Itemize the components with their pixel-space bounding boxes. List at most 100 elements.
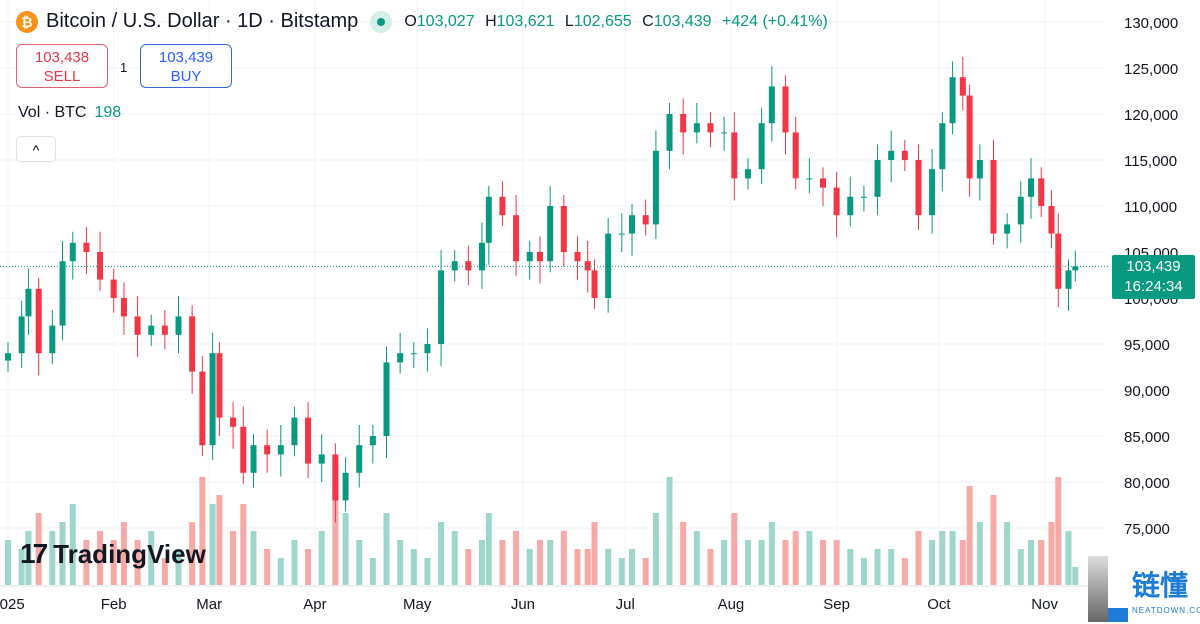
y-tick-label: 90,000 [1124, 383, 1170, 400]
volume-bar [438, 522, 445, 585]
x-tick-label: Nov [1031, 596, 1058, 613]
volume-bar [148, 531, 155, 585]
candle-body [369, 436, 376, 446]
candle-body [69, 242, 76, 262]
candle-body [216, 353, 223, 418]
volume-bar [833, 540, 840, 585]
volume-bar [342, 513, 349, 585]
volume-bar [782, 540, 789, 585]
candle-body [792, 132, 799, 179]
volume-bar [120, 522, 127, 585]
candle-body [782, 86, 789, 133]
candle-body [731, 132, 738, 179]
candle-body [134, 316, 141, 335]
candle-body [148, 325, 155, 335]
x-tick-label: Jul [616, 596, 635, 613]
candle-body [277, 445, 284, 455]
volume-bar [874, 549, 881, 585]
candle-body [888, 150, 895, 160]
volume-legend: Vol · BTC 198 [18, 104, 122, 121]
volume-bar [758, 540, 765, 585]
volume-bar [819, 540, 826, 585]
chevron-up-icon[interactable]: ^ [16, 136, 56, 162]
volume-bar [1038, 540, 1045, 585]
candle-body [966, 95, 973, 179]
candle-body [342, 472, 349, 501]
candle-body [860, 196, 867, 198]
volume-bar [1017, 549, 1024, 585]
volume-bar [451, 531, 458, 585]
buy-button[interactable]: 103,439 BUY [140, 44, 232, 88]
y-tick-label: 75,000 [1124, 521, 1170, 538]
volume-bar [629, 549, 636, 585]
candle-body [397, 353, 404, 363]
candle-body [721, 132, 728, 134]
volume-bar [410, 549, 417, 585]
candle-body [1028, 178, 1034, 197]
volume-bar [250, 531, 257, 585]
candle-body [97, 252, 104, 280]
candle-body [291, 417, 298, 446]
volume-bar [666, 477, 673, 585]
x-tick-label: Oct [927, 596, 951, 613]
candle-body [478, 242, 485, 271]
candle-body [49, 325, 56, 354]
ohlc-values: O103,027 H103,621 L102,655 C103,439 +424… [404, 12, 828, 30]
candle-body [526, 252, 533, 262]
candle-body [929, 169, 936, 216]
volume-bar [560, 531, 567, 585]
candle-body [35, 288, 42, 354]
change: +424 (+0.41%) [721, 12, 828, 30]
x-tick-label: May [403, 596, 432, 613]
volume-bar [465, 549, 472, 585]
volume-bar [990, 495, 997, 585]
candle-body [1017, 196, 1024, 225]
candle-body [110, 279, 117, 298]
candle-body [424, 344, 431, 354]
volume-bar [680, 522, 687, 585]
candle-body [25, 288, 32, 317]
volume-bar [59, 522, 66, 585]
candle-body [939, 123, 946, 170]
candle-body [990, 160, 997, 234]
candle-body [5, 353, 11, 361]
candle-body [629, 215, 636, 234]
volume-bar [277, 558, 284, 585]
y-tick-label: 115,000 [1124, 153, 1177, 170]
candle-body [356, 445, 363, 473]
candle-body [666, 114, 673, 151]
tradingview-logo[interactable]: 17 TradingView [20, 538, 206, 569]
symbol-title[interactable]: Bitcoin / U.S. Dollar · 1D · Bitstamp [46, 10, 359, 32]
y-tick-label: 125,000 [1124, 61, 1178, 78]
candle-body [410, 353, 417, 355]
candle-body [240, 426, 247, 473]
volume-bar [1028, 540, 1034, 585]
candle-body [305, 417, 312, 464]
candle-body [485, 196, 492, 243]
volume-bar [356, 540, 363, 585]
y-tick-label: 80,000 [1124, 475, 1170, 492]
y-tick-label: 85,000 [1124, 429, 1170, 446]
candle-body [209, 353, 216, 446]
y-tick-label: 130,000 [1124, 15, 1178, 32]
candle-body [318, 454, 325, 464]
candle-body [1038, 178, 1045, 206]
candle-body [547, 206, 554, 262]
candle-body [189, 316, 196, 372]
candle-body [591, 270, 598, 298]
candle-body [1065, 270, 1072, 289]
y-tick-label: 95,000 [1124, 337, 1170, 354]
volume-bar [69, 504, 76, 585]
volume-bar [25, 531, 32, 585]
candle-body [901, 150, 908, 160]
volume-bar [768, 522, 775, 585]
candle-body [560, 206, 567, 252]
candle-body [819, 178, 826, 188]
x-tick-label: Jun [511, 596, 535, 613]
candle-body [847, 196, 854, 216]
last-price-label: 103,439 16:24:34 [1112, 255, 1195, 299]
sell-button[interactable]: 103,438 SELL [16, 44, 108, 88]
candle-body [451, 261, 458, 271]
